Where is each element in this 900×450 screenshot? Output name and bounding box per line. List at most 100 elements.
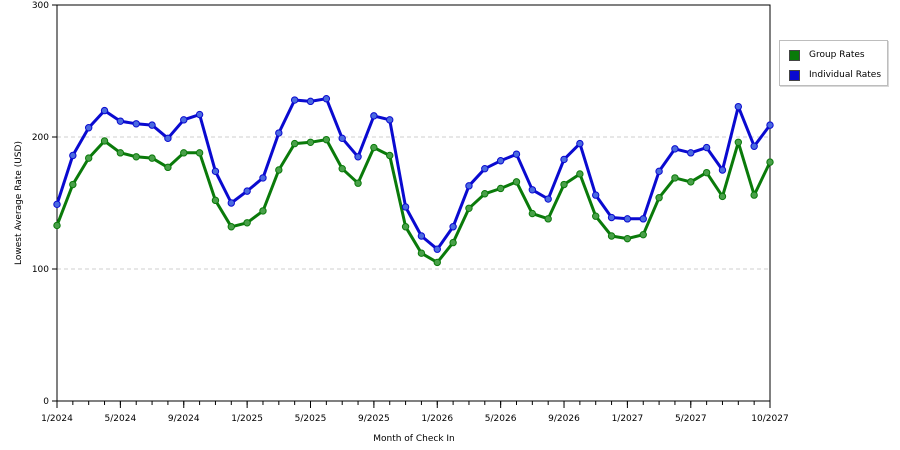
data-point-group-rates [354,179,362,187]
data-point-group-rates [84,154,93,162]
data-point-individual-rates [702,143,711,152]
data-point-group-rates [227,223,235,231]
plot-area [56,4,771,402]
data-point-group-rates [417,249,426,257]
y-tick-label: 300 [32,1,49,11]
x-tick-label: 5/2026 [485,414,517,424]
data-point-individual-rates [306,97,315,106]
data-point-individual-rates [195,110,204,119]
data-point-group-rates [592,212,600,220]
data-point-individual-rates [576,139,584,148]
data-point-individual-rates [116,117,125,125]
data-point-group-rates [306,138,315,146]
data-point-group-rates [148,154,156,162]
data-point-individual-rates [53,200,61,209]
data-point-group-rates [766,158,774,166]
data-point-individual-rates [528,186,537,194]
data-point-individual-rates [718,166,727,174]
data-point-group-rates [53,221,61,230]
data-point-group-rates [639,230,647,239]
group-rates-swatch [789,49,800,61]
data-point-group-rates [544,215,552,223]
data-point-individual-rates [100,106,109,115]
data-point-individual-rates [433,245,441,253]
data-point-group-rates [338,164,346,173]
data-point-individual-rates [607,213,616,222]
data-point-group-rates [259,207,267,215]
data-point-individual-rates [449,223,457,231]
data-point-group-rates [750,191,758,199]
series-line-group-rates [55,138,772,264]
data-point-group-rates [243,219,251,227]
data-point-group-rates [449,238,457,247]
data-point-group-rates [322,135,331,144]
data-point-individual-rates [386,116,394,124]
legend-item-individual-rates: Individual Rates [789,68,881,82]
data-point-individual-rates [496,157,505,165]
x-tick-label: 9/2026 [548,414,580,424]
data-point-individual-rates [290,96,299,104]
data-point-group-rates [655,194,663,202]
data-point-group-rates [687,178,695,186]
data-point-group-rates [718,192,727,201]
data-point-group-rates [100,137,109,145]
data-point-group-rates [386,151,394,160]
data-point-individual-rates [481,164,489,173]
data-point-group-rates [370,143,378,152]
x-tick-label: 1/2025 [231,414,263,424]
data-point-individual-rates [512,150,521,158]
data-point-group-rates [576,170,584,178]
data-point-individual-rates [766,121,774,129]
y-axis: 0 100 200 300 [32,1,57,407]
data-point-group-rates [164,163,172,172]
data-point-group-rates [465,204,473,212]
data-point-group-rates [132,153,140,161]
x-axis-title: Month of Check In [373,434,455,444]
data-point-individual-rates [370,112,378,120]
data-point-individual-rates [687,149,695,157]
data-point-individual-rates [354,153,362,161]
x-tick-label: 9/2025 [358,414,390,424]
data-point-group-rates [116,149,125,157]
x-tick-label: 1/2027 [612,414,644,424]
data-point-individual-rates [560,155,568,164]
data-point-individual-rates [544,195,552,203]
data-point-individual-rates [655,167,663,176]
data-point-individual-rates [164,134,172,143]
y-tick-label: 200 [32,133,49,143]
data-point-group-rates [734,138,743,146]
data-point-individual-rates [417,232,426,240]
series-individual-rates [53,95,774,253]
grid-lines [57,136,770,270]
data-point-group-rates [195,149,204,157]
data-point-individual-rates [211,167,220,176]
data-point-individual-rates [623,215,632,223]
data-point-individual-rates [750,142,758,150]
data-point-group-rates [275,166,283,174]
data-point-group-rates [433,258,441,267]
y-tick-label: 0 [43,397,49,407]
data-point-group-rates [702,168,711,177]
data-point-group-rates [496,184,505,193]
data-point-group-rates [180,149,188,157]
data-point-individual-rates [275,129,283,137]
data-point-group-rates [671,174,679,182]
x-tick-label: 9/2024 [168,414,200,424]
series-line-individual-rates [55,97,772,251]
data-point-individual-rates [592,191,600,199]
legend: Group Rates Individual Rates [779,40,888,86]
x-axis: 1/2024 5/2024 9/2024 1/2025 5/2025 9/2025 1/20… [41,401,789,424]
data-point-individual-rates [338,134,346,143]
data-point-individual-rates [465,182,473,190]
data-point-group-rates [560,180,568,189]
data-point-individual-rates [69,151,77,160]
data-point-individual-rates [243,187,251,195]
data-point-group-rates [69,180,77,189]
legend-item-group-rates: Group Rates [789,48,865,62]
x-tick-label: 1/2024 [41,414,73,424]
data-point-individual-rates [401,203,410,211]
data-point-group-rates [290,139,299,148]
data-point-individual-rates [639,215,647,223]
data-point-individual-rates [671,145,679,153]
